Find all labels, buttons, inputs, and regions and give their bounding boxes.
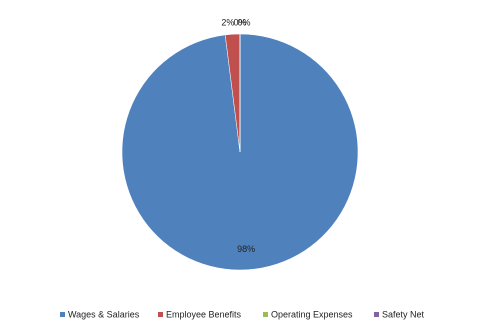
legend-label: Employee Benefits xyxy=(166,309,242,319)
legend-swatch xyxy=(374,312,379,317)
legend-label: Safety Net xyxy=(382,309,425,319)
legend-label: Operating Expenses xyxy=(271,309,353,319)
legend-swatch xyxy=(263,312,268,317)
data-label: 0% xyxy=(233,17,246,27)
legend-label: Wages & Salaries xyxy=(68,309,140,319)
legend-swatch xyxy=(158,312,163,317)
data-label: 2% xyxy=(221,18,234,28)
legend-swatch xyxy=(60,312,65,317)
data-label: 98% xyxy=(237,244,255,254)
data-label: 0% xyxy=(237,17,250,27)
